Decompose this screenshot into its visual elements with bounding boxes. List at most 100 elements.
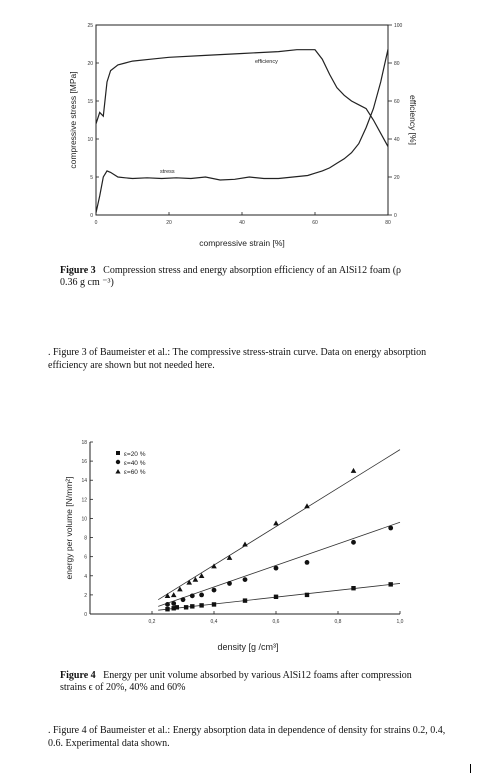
figure4-y-tick-label: 2 — [84, 593, 87, 599]
figure4-x-tick-label: 0,2 — [149, 619, 156, 625]
figure3-y-tick-label-left: 0 — [90, 213, 93, 219]
figure3-y-tick-label-right: 40 — [394, 137, 400, 143]
figure3-x-tick-label: 60 — [312, 220, 318, 226]
efficiency-curve — [95, 49, 389, 147]
data-point-triangle — [186, 579, 192, 585]
data-point-square — [304, 592, 310, 598]
figure3-y-tick-label-left: 10 — [87, 137, 93, 143]
stress-curve — [95, 49, 389, 213]
data-point-square — [165, 607, 170, 612]
fit-line — [158, 583, 401, 611]
data-point-square — [174, 605, 179, 610]
data-point-circle — [180, 597, 186, 603]
fit-line — [158, 521, 401, 607]
data-point-triangle — [177, 586, 183, 592]
figure4-y-tick-label: 8 — [84, 536, 87, 542]
data-point-square — [388, 582, 393, 587]
figure4-y-axis-label: energy per volume [N/mm²] — [64, 477, 74, 580]
data-point-triangle — [192, 576, 199, 582]
data-point-circle — [227, 581, 232, 586]
figure4-x-tick-label: 1,0 — [397, 619, 404, 625]
data-point-circle — [211, 587, 217, 593]
figure3-caption-text: Compression stress and energy absorption… — [60, 265, 402, 288]
figure4-y-tick-label: 4 — [84, 574, 87, 580]
figure4-y-tick-label: 16 — [81, 459, 87, 465]
data-point-square — [351, 586, 356, 591]
figure3-y-tick-label-left: 15 — [87, 99, 93, 105]
data-point-triangle — [242, 541, 248, 547]
figure4-y-tick-label: 14 — [81, 478, 87, 484]
data-point-circle — [273, 565, 279, 571]
data-point-triangle — [350, 467, 357, 473]
data-point-circle — [304, 560, 310, 565]
data-point-square — [183, 605, 189, 610]
figure4-caption-label: Figure 4 — [60, 670, 96, 681]
figure4-x-tick-label: 0,8 — [335, 619, 342, 625]
legend-label-60: ε=60 % — [124, 469, 146, 476]
figure4-x-tick-label: 0,6 — [273, 619, 280, 625]
data-point-triangle — [170, 592, 177, 598]
legend-label-40: ε=40 % — [124, 460, 146, 467]
data-point-square — [211, 602, 217, 607]
figure3-x-tick-label: 20 — [166, 220, 172, 226]
figure3-y-tick-label-left: 20 — [87, 61, 93, 67]
data-point-triangle — [226, 554, 233, 560]
figure3-y-tick-label-left: 25 — [87, 23, 93, 29]
figure4-y-tick-label: 18 — [81, 440, 87, 446]
data-point-square — [199, 603, 204, 608]
fit-line — [157, 449, 401, 601]
figure4-caption: Figure 4 Energy per unit volume absorbed… — [60, 670, 415, 694]
data-point-square — [242, 598, 248, 603]
data-point-circle — [189, 593, 195, 599]
figure4-caption-text: Energy per unit volume absorbed by vario… — [60, 670, 412, 693]
data-point-circle — [171, 601, 177, 606]
data-point-square — [190, 604, 195, 609]
stress-annotation: stress — [160, 169, 175, 175]
figure3-y-tick-label-right: 0 — [394, 213, 397, 219]
data-point-square — [273, 594, 279, 599]
figure3-y-tick-label-left: 5 — [90, 175, 93, 181]
figure3-y-tick-label-right: 80 — [394, 61, 400, 67]
figure3-x-tick-label: 80 — [385, 220, 391, 226]
figure4-y-tick-label: 6 — [84, 555, 87, 561]
figure3-y-axis-label-right: efficiency [%] — [408, 95, 418, 145]
legend-label-20: ε=20 % — [124, 451, 146, 458]
figure4-legend: ε=20 % ε=40 % ε=60 % — [115, 451, 146, 476]
figure3-x-axis-label: compressive strain [%] — [199, 238, 285, 248]
legend-triangle-marker — [115, 469, 121, 474]
efficiency-annotation: efficiency — [255, 59, 278, 65]
data-point-circle — [199, 592, 205, 598]
data-point-circle — [388, 525, 394, 531]
data-point-triangle — [304, 503, 310, 509]
data-point-triangle — [164, 593, 171, 599]
text-cursor — [470, 764, 471, 773]
figure3-y-tick-label-right: 20 — [394, 175, 400, 181]
figure3-curves — [95, 49, 389, 213]
figure4-y-tick-label: 10 — [81, 516, 87, 522]
data-point-circle — [165, 602, 170, 607]
data-point-triangle — [211, 563, 217, 569]
figure4-ticks: 0,2 0,4 0,6 0,8 1,0 0 2 4 6 8 10 12 14 16 18 — [81, 440, 403, 625]
figure3-caption: Figure 3 Compression stress and energy a… — [60, 265, 420, 289]
data-point-triangle — [273, 520, 279, 526]
figure3-caption-label: Figure 3 — [60, 265, 96, 276]
figure4-y-tick-label: 12 — [81, 497, 87, 503]
legend-circle-marker — [115, 459, 121, 465]
data-point-square — [171, 606, 176, 611]
figure4-x-axis-label: density [g /cm³] — [217, 642, 278, 652]
figure4-x-tick-label: 0,4 — [211, 619, 218, 625]
figure3-y-tick-label-right: 100 — [394, 23, 403, 29]
figure3-note: . Figure 3 of Baumeister et al.: The com… — [48, 347, 427, 371]
legend-square-marker — [116, 451, 120, 455]
figure3-x-tick-label: 0 — [95, 220, 98, 226]
figure4-points — [164, 467, 394, 612]
data-point-circle — [242, 577, 248, 582]
data-point-circle — [351, 539, 356, 545]
figure4-fit-lines — [157, 449, 401, 611]
data-point-triangle — [198, 572, 205, 578]
figure4-y-tick-label: 0 — [84, 612, 87, 618]
figure3-y-axis-label-left: compressive stress [MPa] — [68, 71, 78, 168]
